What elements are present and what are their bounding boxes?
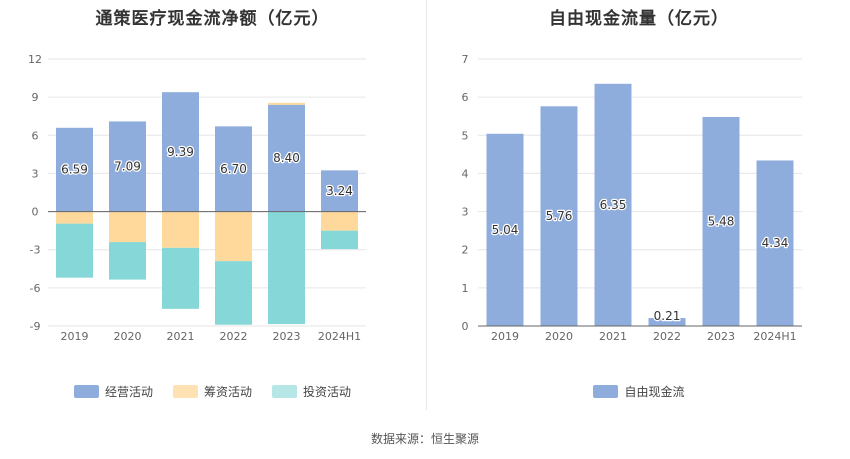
bar-投资活动	[321, 230, 358, 250]
legend-item-fcf[interactable]: 自由现金流	[593, 383, 685, 400]
panel-divider	[426, 0, 427, 410]
data-label: 4.34	[762, 236, 789, 250]
cashflow-net-chart: 通策医疗现金流净额（亿元） 12 9 6 3 0 -3 -6 -9 2019 6.59 2020 7.…	[0, 0, 425, 410]
y-tick-label: -9	[30, 320, 41, 333]
y-tick-label: 7	[462, 53, 469, 66]
legend-item-operating[interactable]: 经营活动	[73, 383, 153, 400]
y-tick-label: -6	[30, 282, 41, 295]
data-label: 5.48	[708, 214, 735, 228]
y-tick-label: 0	[32, 206, 39, 219]
legend-swatch-fcf	[593, 385, 619, 398]
bar-投资活动	[215, 261, 252, 325]
x-tick-label: 2021	[599, 330, 627, 343]
data-label: 7.09	[114, 159, 141, 173]
legend-item-financing[interactable]: 筹资活动	[172, 383, 252, 400]
bar-自由现金流	[594, 83, 632, 327]
bar-筹资活动	[215, 211, 252, 262]
data-label: 0.21	[654, 309, 681, 323]
y-tick-label: -3	[30, 244, 41, 257]
bar-自由现金流	[702, 116, 740, 326]
x-tick-label: 2024H1	[318, 330, 361, 343]
chart-legend: 经营活动 筹资活动 投资活动	[0, 383, 425, 400]
data-label: 8.40	[273, 151, 300, 165]
bar-自由现金流	[540, 106, 578, 326]
bar-筹资活动	[268, 102, 305, 105]
bar-筹资活动	[109, 211, 146, 243]
legend-swatch-operating	[73, 385, 99, 398]
x-tick-label: 2023	[707, 330, 735, 343]
legend-swatch-investing	[272, 385, 297, 398]
data-source-note: 数据来源：恒生聚源	[370, 432, 479, 446]
data-label: 5.04	[492, 223, 519, 237]
bar-经营活动	[268, 104, 305, 212]
bar-自由现金流	[648, 317, 686, 326]
bar-自由现金流	[756, 160, 794, 326]
bar-经营活动	[109, 121, 146, 212]
x-tick-label: 2022	[220, 330, 248, 343]
data-label: 9.39	[167, 145, 194, 159]
bar-经营活动	[56, 127, 93, 212]
data-label: 6.70	[220, 162, 247, 176]
data-label: 3.24	[326, 184, 353, 198]
x-tick-label: 2020	[114, 330, 142, 343]
y-tick-label: 1	[462, 282, 469, 295]
x-tick-label: 2023	[273, 330, 301, 343]
bar-投资活动	[56, 223, 93, 278]
y-tick-label: 4	[462, 167, 469, 180]
x-tick-label: 2019	[491, 330, 519, 343]
x-tick-label: 2021	[167, 330, 195, 343]
y-tick-label: 6	[462, 91, 469, 104]
x-tick-label: 2024H1	[753, 330, 796, 343]
bar-投资活动	[268, 211, 305, 325]
chart-title: 通策医疗现金流净额（亿元）	[95, 9, 330, 29]
legend-swatch-financing	[172, 385, 198, 398]
bar-经营活动	[162, 92, 199, 212]
bar-筹资活动	[56, 211, 93, 224]
bar-筹资活动	[162, 211, 199, 248]
legend-label: 经营活动	[104, 385, 153, 399]
y-tick-label: 3	[32, 167, 39, 180]
legend-item-investing[interactable]: 投资活动	[272, 383, 351, 400]
y-tick-label: 12	[28, 53, 42, 66]
y-tick-label: 9	[32, 91, 39, 104]
data-label: 6.35	[600, 198, 627, 212]
y-tick-label: 0	[462, 320, 469, 333]
y-tick-label: 2	[462, 244, 469, 257]
free-cashflow-plot: 7 6 5 4 3 2 1 0 2019 5.04 2020 5.76 2021 6.35 2022 0.21…	[462, 53, 802, 343]
chart-legend: 自由现金流	[428, 383, 850, 400]
legend-label: 投资活动	[303, 385, 352, 399]
bar-投资活动	[162, 247, 199, 309]
data-label: 5.76	[546, 209, 573, 223]
bar-自由现金流	[486, 133, 524, 326]
legend-label: 筹资活动	[203, 385, 252, 399]
x-tick-label: 2022	[653, 330, 681, 343]
cashflow-net-plot: 12 9 6 3 0 -3 -6 -9 2019 6.59 2020 7.09 2021 9.39 2022…	[28, 53, 366, 343]
x-tick-label: 2020	[545, 330, 573, 343]
bar-投资活动	[109, 242, 146, 280]
bar-经营活动	[321, 170, 358, 212]
y-tick-label: 5	[462, 129, 469, 142]
legend-label: 自由现金流	[624, 385, 685, 399]
y-tick-label: 3	[462, 206, 469, 219]
bar-经营活动	[215, 126, 252, 212]
x-tick-label: 2019	[61, 330, 89, 343]
free-cashflow-chart: 自由现金流量（亿元） 7 6 5 4 3 2 1 0 2019 5.04 2020 5.76 2021 6…	[428, 0, 850, 410]
data-label: 6.59	[61, 163, 88, 177]
bar-筹资活动	[321, 211, 358, 231]
y-tick-label: 6	[32, 129, 39, 142]
chart-title: 自由现金流量（亿元）	[549, 9, 729, 29]
